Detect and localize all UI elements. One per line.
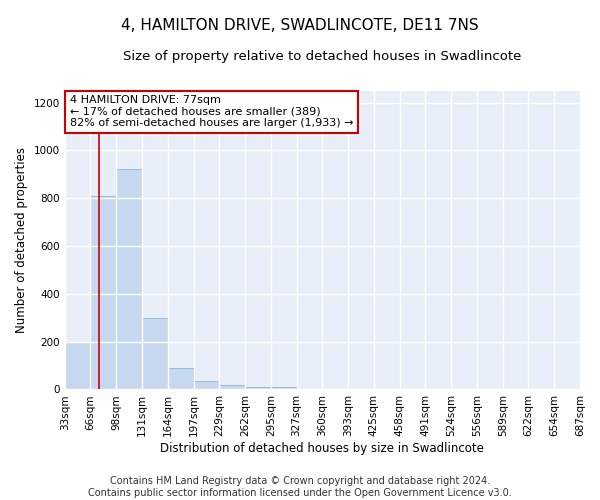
Bar: [91, 196, 116, 390]
Text: Contains HM Land Registry data © Crown copyright and database right 2024.
Contai: Contains HM Land Registry data © Crown c…: [88, 476, 512, 498]
Title: Size of property relative to detached houses in Swadlincote: Size of property relative to detached ho…: [123, 50, 521, 63]
Y-axis label: Number of detached properties: Number of detached properties: [15, 147, 28, 333]
Text: 4 HAMILTON DRIVE: 77sqm
← 17% of detached houses are smaller (389)
82% of semi-d: 4 HAMILTON DRIVE: 77sqm ← 17% of detache…: [70, 95, 353, 128]
Bar: [271, 388, 296, 390]
Bar: [168, 368, 193, 390]
Bar: [245, 386, 271, 390]
Bar: [193, 380, 219, 390]
Bar: [116, 169, 142, 390]
Bar: [219, 385, 245, 390]
X-axis label: Distribution of detached houses by size in Swadlincote: Distribution of detached houses by size …: [160, 442, 484, 455]
Text: 4, HAMILTON DRIVE, SWADLINCOTE, DE11 7NS: 4, HAMILTON DRIVE, SWADLINCOTE, DE11 7NS: [121, 18, 479, 32]
Bar: [65, 342, 91, 390]
Bar: [142, 318, 168, 390]
